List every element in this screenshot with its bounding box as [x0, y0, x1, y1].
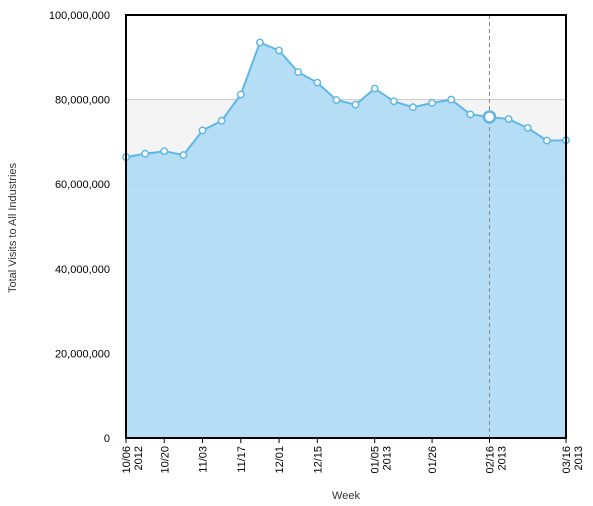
- data-point[interactable]: [370, 84, 379, 93]
- x-tick-text: 2013: [496, 446, 508, 470]
- data-point-highlighted[interactable]: [482, 110, 497, 124]
- x-tick-label: 10/06 2012: [121, 438, 145, 474]
- data-point[interactable]: [160, 147, 169, 156]
- x-axis-tick-labels: 10/06 2012 10/20 11/03 11/17 12/01 12/15 01/05 2…: [121, 438, 585, 474]
- x-tick-label: 01/26: [427, 438, 439, 474]
- x-tick-text: 10/06: [121, 446, 133, 474]
- x-tick-label: 12/01: [274, 438, 286, 474]
- data-point[interactable]: [351, 100, 360, 109]
- data-point[interactable]: [294, 68, 303, 77]
- plot-frame: [125, 14, 567, 439]
- x-tick-text: 01/05: [370, 446, 382, 474]
- x-tick-text: 01/26: [427, 446, 439, 474]
- x-tick-text: 2012: [133, 446, 145, 470]
- x-tick-text: 12/15: [312, 446, 324, 474]
- y-tick-label: 80,000,000: [55, 95, 110, 107]
- y-axis-tick-labels: 0 20,000,000 40,000,000 60,000,000 80,000,00…: [49, 10, 110, 445]
- data-point[interactable]: [389, 97, 398, 106]
- data-point[interactable]: [198, 126, 207, 135]
- x-tick-text: 02/16: [484, 446, 496, 474]
- data-point[interactable]: [255, 38, 264, 47]
- x-tick-text: 2013: [382, 446, 394, 470]
- data-point[interactable]: [141, 149, 150, 158]
- y-tick-label: 0: [104, 433, 110, 445]
- x-tick-text: 12/01: [274, 446, 286, 474]
- y-axis-title: Total Visits to All Industries: [7, 162, 19, 293]
- data-point[interactable]: [447, 95, 456, 104]
- x-tick-label: 02/16 2013: [484, 438, 508, 474]
- data-point[interactable]: [275, 46, 283, 55]
- data-point[interactable]: [313, 78, 322, 87]
- data-point[interactable]: [236, 90, 245, 99]
- y-tick-label: 100,000,000: [49, 10, 110, 22]
- y-tick-label: 20,000,000: [55, 348, 110, 360]
- area-fill: [126, 42, 566, 439]
- plot-border: [125, 14, 567, 439]
- x-tick-text: 10/20: [159, 446, 171, 474]
- y-tick-label: 40,000,000: [55, 264, 110, 276]
- x-tick-label: 12/15: [312, 438, 324, 474]
- x-tick-text: 11/17: [236, 446, 248, 473]
- data-point[interactable]: [217, 116, 226, 125]
- x-tick-label: 10/20: [159, 438, 171, 474]
- x-tick-text: 11/03: [198, 446, 210, 473]
- data-point[interactable]: [466, 110, 475, 119]
- data-point[interactable]: [504, 115, 513, 124]
- x-tick-label: 01/05 2013: [370, 438, 394, 474]
- data-point[interactable]: [332, 96, 341, 104]
- data-point[interactable]: [428, 99, 437, 107]
- x-tick-label: 03/16 2013: [561, 438, 585, 474]
- data-point[interactable]: [523, 123, 532, 132]
- x-tick-label: 11/03: [198, 438, 210, 473]
- y-tick-label: 60,000,000: [55, 179, 110, 191]
- x-axis-title: Week: [332, 490, 360, 502]
- data-point[interactable]: [179, 151, 188, 159]
- x-tick-text: 03/16: [561, 446, 573, 474]
- data-point[interactable]: [542, 136, 551, 145]
- data-point[interactable]: [409, 103, 417, 112]
- x-tick-text: 2013: [573, 446, 585, 470]
- x-tick-label: 11/17: [236, 438, 248, 473]
